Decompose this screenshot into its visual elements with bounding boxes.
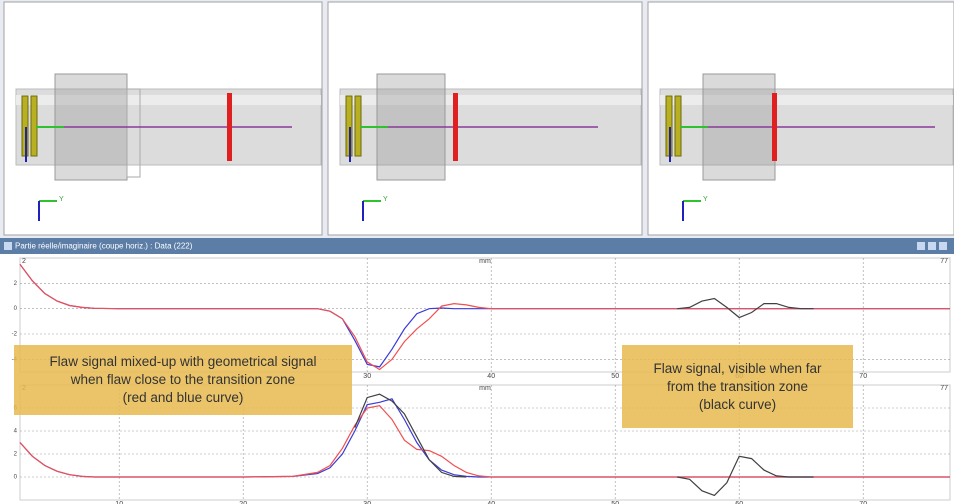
flaw bbox=[453, 93, 458, 161]
x-tick-label: 30 bbox=[363, 373, 371, 380]
x-limit-label: 77 bbox=[940, 258, 948, 265]
annotation-line: Flaw signal, visible when far bbox=[622, 360, 853, 378]
x-limit-label: 2 bbox=[22, 258, 26, 265]
annotation-line: from the transition zone bbox=[622, 378, 853, 396]
annotation-line: Flaw signal mixed-up with geometrical si… bbox=[14, 353, 352, 371]
x-axis-label: mm bbox=[479, 258, 491, 265]
annotation-line: (black curve) bbox=[622, 396, 853, 414]
window-title: Partie réelle/imaginaire (coupe horiz.) … bbox=[15, 242, 193, 251]
workspace: Y Y Y Partie réelle/imaginaire (coupe hori… bbox=[0, 0, 954, 504]
x-tick-label: 40 bbox=[487, 373, 495, 380]
annotation-line: (red and blue curve) bbox=[14, 389, 352, 407]
flaw bbox=[772, 93, 777, 161]
x-tick-label: 50 bbox=[611, 373, 619, 380]
annotation-line: when flaw close to the transition zone bbox=[14, 371, 352, 389]
axis-label: Y bbox=[383, 196, 388, 203]
app-window: Y Y Y Partie réelle/imaginaire (coupe hori… bbox=[0, 0, 954, 504]
view-panel: Y bbox=[648, 2, 954, 235]
view-panel: Y bbox=[328, 2, 642, 235]
annotation: Flaw signal mixed-up with geometrical si… bbox=[14, 345, 352, 415]
y-tick-label: -2 bbox=[12, 332, 18, 338]
view-panel: Y bbox=[4, 2, 322, 235]
x-axis-label: mm bbox=[479, 385, 491, 392]
window-icon bbox=[4, 242, 12, 250]
x-tick-label: 70 bbox=[859, 373, 867, 380]
x-limit-label: 77 bbox=[940, 385, 948, 392]
restore-button[interactable] bbox=[928, 242, 936, 250]
close-button[interactable] bbox=[939, 242, 947, 250]
menu-button[interactable] bbox=[917, 242, 925, 250]
axis-label: Y bbox=[703, 196, 708, 203]
flaw bbox=[227, 93, 232, 161]
axis-label: Y bbox=[59, 196, 64, 203]
